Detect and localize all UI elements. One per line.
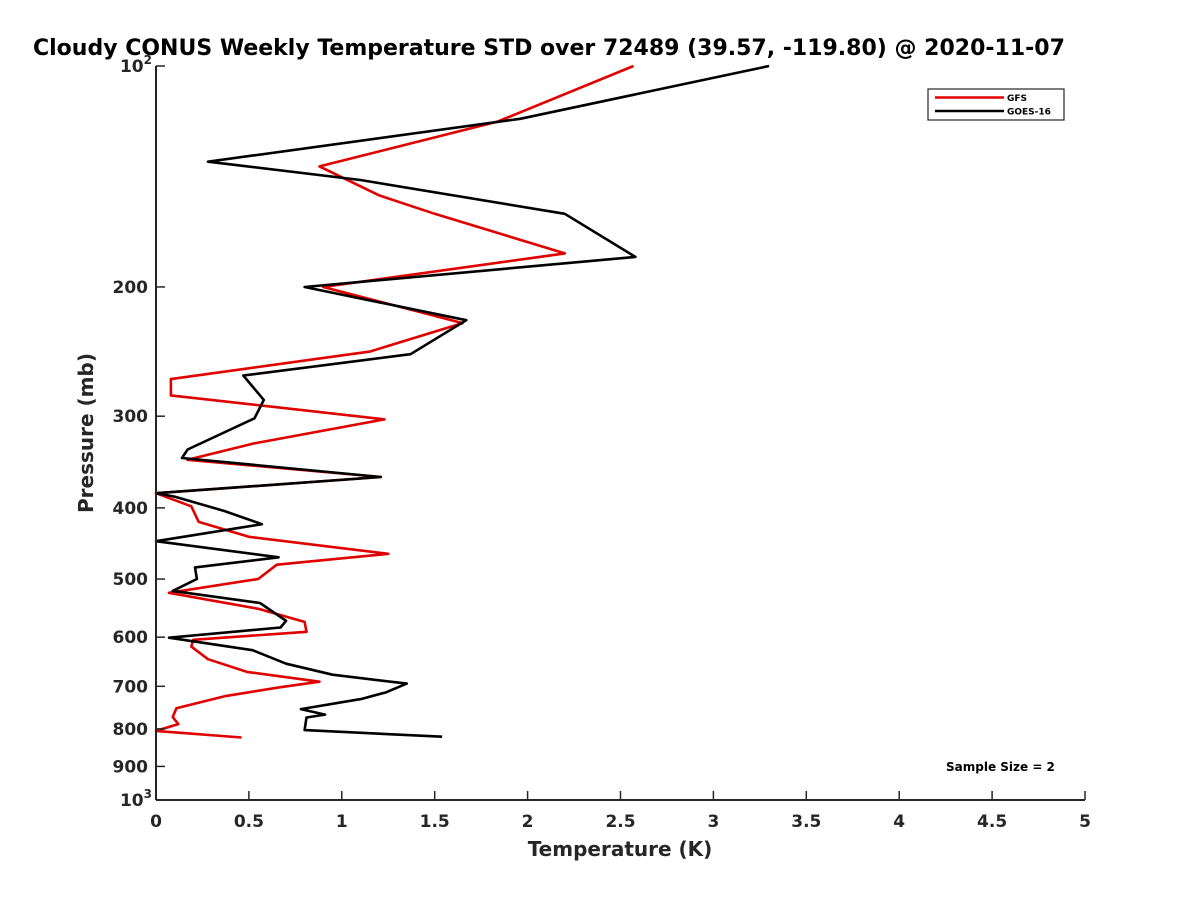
chart-title: Cloudy CONUS Weekly Temperature STD over…: [33, 36, 1065, 61]
legend-box: [927, 88, 1065, 121]
x-tick-label: 2.5: [605, 812, 635, 832]
axes: [155, 66, 1085, 801]
y-tick-label: 400: [113, 499, 149, 519]
x-tick-label: 1.5: [420, 812, 450, 832]
y-tick-label: 800: [113, 720, 149, 740]
series-line-gfs: [154, 64, 634, 739]
series-layer: [154, 64, 770, 739]
x-tick-label: 2: [522, 812, 534, 832]
y-tick-label: 500: [113, 570, 149, 590]
x-tick-label: 3.5: [791, 812, 821, 832]
legend-label-goes-16: GOES-16: [1007, 108, 1051, 118]
y-tick-label: 600: [113, 628, 149, 648]
x-axis-ticks: 0 0.5 1 1.5 2 2.5 3 3.5 4 4.5 5: [150, 791, 1091, 832]
x-tick-label: 5: [1079, 812, 1091, 832]
y-tick-label: 900: [113, 757, 149, 777]
x-tick-label: 3: [707, 812, 719, 832]
y-tick-label: 103: [120, 787, 152, 811]
y-tick-label: 700: [113, 677, 149, 697]
y-axis-ticks: 102 200 300 400 500 600 700 800 900 103: [113, 53, 165, 811]
x-tick-label: 1: [336, 812, 348, 832]
x-tick-label: 4: [893, 812, 905, 832]
y-tick-label: 300: [113, 407, 149, 427]
y-axis-label: Pressure (mb): [74, 353, 98, 513]
legend: GFS GOES-16: [927, 88, 1065, 121]
sample-size-annotation: Sample Size = 2: [946, 760, 1055, 774]
x-tick-label: 0: [150, 812, 162, 832]
x-axis-label: Temperature (K): [528, 837, 713, 861]
y-tick-label: 102: [120, 53, 152, 77]
x-tick-label: 4.5: [977, 812, 1007, 832]
x-tick-label: 0.5: [234, 812, 264, 832]
legend-label-gfs: GFS: [1007, 94, 1027, 104]
y-tick-label: 200: [113, 278, 149, 298]
